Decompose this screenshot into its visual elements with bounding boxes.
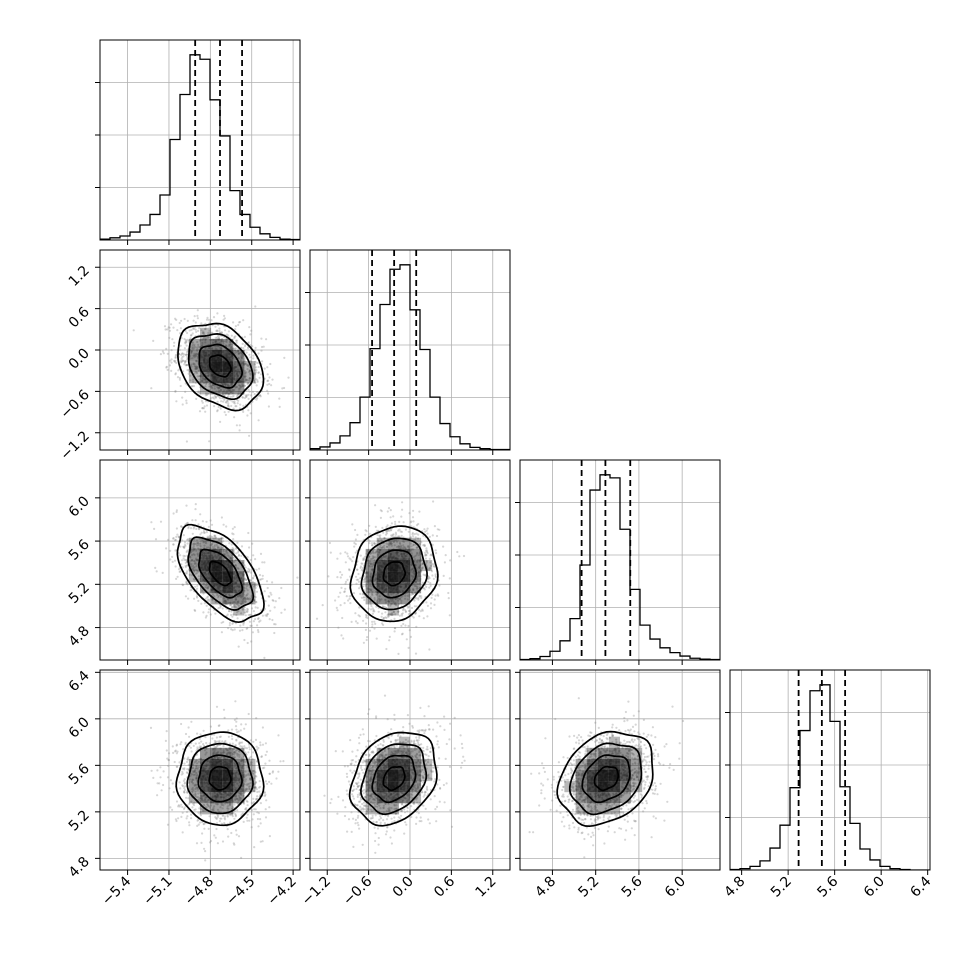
contour-line: [348, 731, 438, 827]
contour-line: [360, 537, 428, 611]
contour-line: [175, 731, 265, 827]
x-tick-label: 0.6: [431, 873, 458, 900]
y-tick-label: 5.2: [66, 807, 93, 834]
x-tick-label: −4.2: [265, 874, 300, 909]
y-tick-label: 6.4: [66, 668, 93, 695]
panel-frame: [309, 249, 511, 451]
histogram-p0: [100, 54, 300, 240]
panel-frame: [99, 249, 301, 451]
histogram-p3: [730, 684, 930, 870]
histogram-p1: [310, 264, 510, 450]
panel-frame: [309, 669, 511, 871]
y-tick-label: 1.2: [66, 263, 93, 290]
y-tick-label: 0.6: [66, 304, 93, 331]
panels-layer: −1.2−0.60.00.61.24.85.25.66.0−5.4 −5.1 −4.…: [57, 39, 935, 909]
y-tick-label: −1.2: [57, 428, 92, 463]
density-blocks: [188, 537, 256, 616]
histogram-p2: [520, 474, 720, 660]
y-tick-label: 5.6: [66, 761, 93, 788]
contour-line: [177, 322, 265, 412]
contour-line: [382, 766, 406, 792]
x-tick-label: 0.0: [390, 874, 417, 901]
panel-p1-p1: [305, 249, 511, 455]
x-tick-label: −4.8: [182, 874, 217, 909]
x-tick-label: −5.4: [99, 873, 134, 908]
y-tick-label: 5.6: [66, 537, 93, 564]
contour-line: [382, 561, 407, 587]
panel-p3-p1: −1.2 −0.6 0.0 0.6 1.2: [299, 669, 511, 909]
panel-frame: [99, 669, 301, 871]
panel-frame: [519, 669, 721, 871]
x-tick-label: −5.1: [140, 874, 175, 909]
contour-line: [568, 742, 643, 816]
panel-frame: [309, 459, 511, 661]
panel-p3-p3: 4.8 5.2 5.6 6.0 6.4: [721, 669, 935, 901]
x-tick-label: 4.8: [532, 874, 559, 901]
x-tick-label: 5.2: [768, 874, 795, 901]
x-tick-label: −0.6: [340, 873, 375, 908]
y-tick-label: 0.0: [66, 346, 93, 373]
contour-line: [581, 754, 631, 804]
y-tick-label: 6.0: [66, 493, 93, 520]
x-tick-label: 6.0: [861, 874, 888, 901]
x-tick-label: 1.2: [473, 874, 500, 901]
panel-p3-p0: −5.4 −5.1 −4.8 −4.5 −4.2 4.8 5.2 5.6 6.0 6.4: [66, 668, 301, 909]
panel-p3-p2: 4.8 5.2 5.6 6.0: [515, 669, 721, 901]
x-tick-label: 4.8: [721, 874, 748, 901]
x-tick-label: −1.2: [299, 874, 334, 909]
panel-p2-p0: 4.8 5.2 5.6 6.0: [66, 459, 301, 665]
contour-line: [186, 742, 254, 815]
panel-p2-p2: [515, 459, 721, 665]
contour-line: [371, 549, 418, 599]
contour-line: [556, 730, 654, 828]
contour-line: [197, 754, 243, 803]
x-tick-label: −4.5: [223, 874, 258, 909]
panel-frame: [519, 459, 721, 661]
panel-frame: [99, 39, 301, 241]
x-tick-label: 5.6: [814, 873, 841, 900]
contour-line: [187, 536, 255, 611]
contour-line: [187, 333, 254, 401]
panel-frame: [99, 459, 301, 661]
y-tick-label: 6.0: [66, 714, 93, 741]
x-tick-label: 5.2: [575, 874, 602, 901]
panel-p0-p0: [95, 39, 301, 245]
contour-line: [208, 765, 232, 791]
contour-line: [198, 548, 244, 599]
panel-frame: [729, 669, 931, 871]
contour-line: [360, 743, 428, 816]
x-tick-label: 5.6: [619, 873, 646, 900]
contour-line: [593, 765, 620, 792]
contour-line: [208, 354, 232, 378]
x-tick-label: 6.4: [907, 873, 934, 900]
contour-line: [371, 754, 417, 804]
contour-line: [198, 343, 244, 389]
y-tick-label: 5.2: [66, 580, 93, 607]
panel-p1-p0: −1.2 −0.6 0.0 0.6 1.2: [57, 249, 301, 464]
contour-line: [176, 523, 265, 624]
y-tick-label: 4.8: [66, 854, 93, 881]
panel-p2-p1: [305, 459, 511, 665]
y-tick-label: −0.6: [57, 387, 92, 422]
x-tick-label: 6.0: [662, 874, 689, 901]
contour-line: [349, 525, 439, 623]
y-tick-label: 4.8: [66, 623, 93, 650]
contour-line: [208, 560, 233, 587]
